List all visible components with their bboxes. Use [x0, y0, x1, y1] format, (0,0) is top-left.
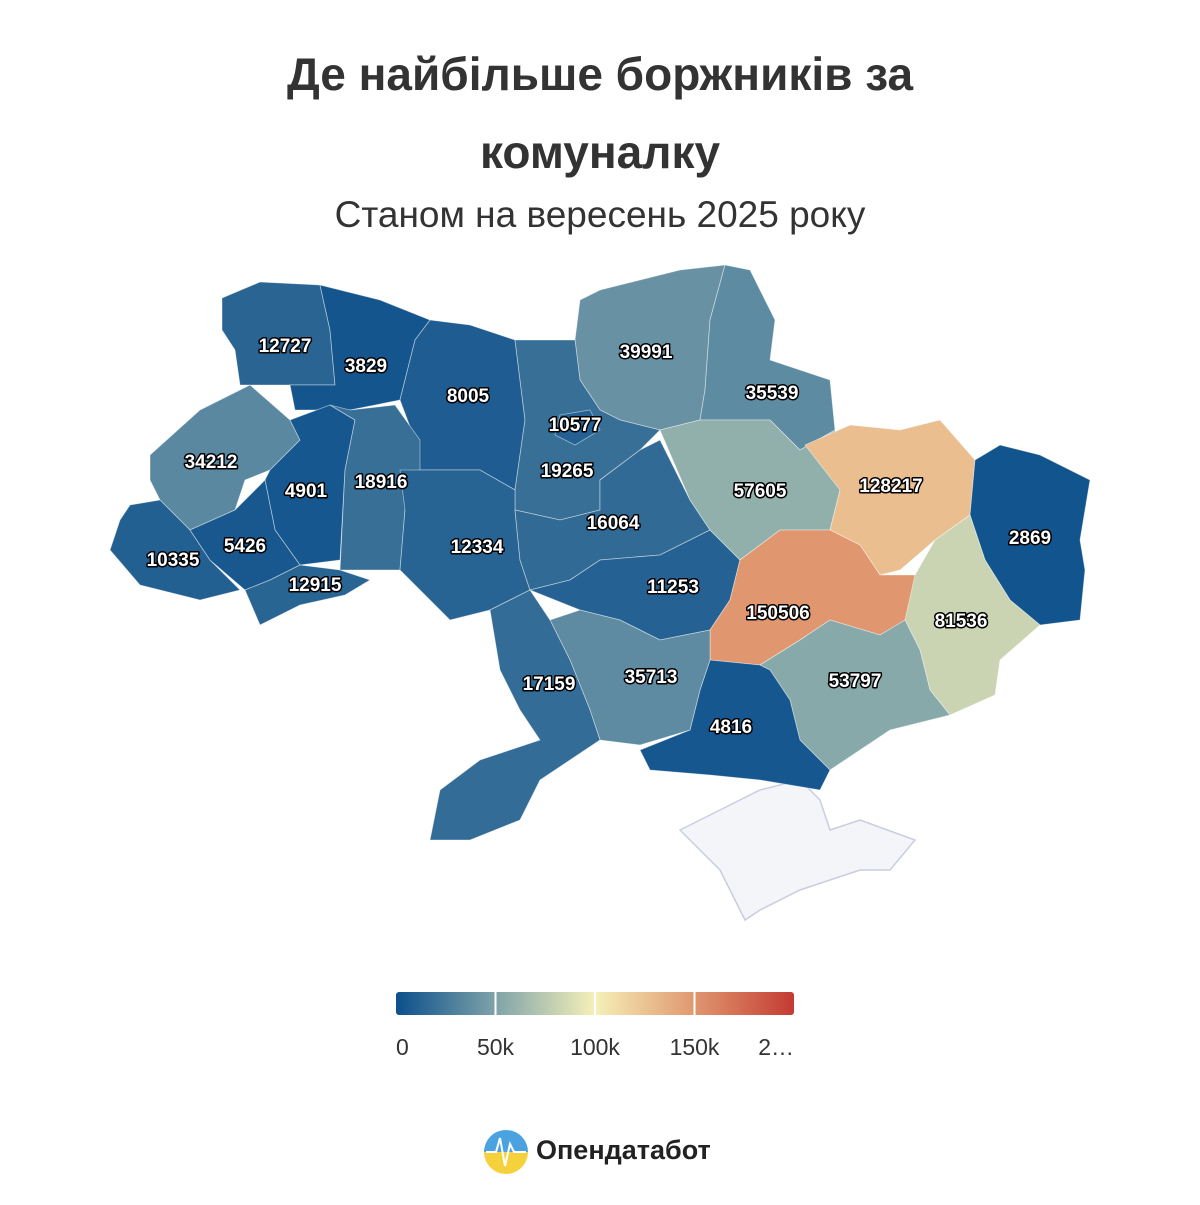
colorbar-tick-label: 0 — [396, 1034, 409, 1060]
region-value-label: 57605 — [734, 481, 787, 502]
region — [149, 384, 301, 531]
region-value-label: 18916 — [355, 472, 408, 493]
map — [109, 264, 1091, 922]
brand-name: Опендатабот — [536, 1135, 711, 1165]
region-value-label: 2869 — [1009, 528, 1051, 549]
colorbar-tick-label: 50k — [477, 1034, 515, 1060]
region-value-label: 128217 — [859, 476, 922, 497]
region-value-label: 11253 — [647, 577, 699, 598]
region — [554, 409, 601, 446]
region-value-label: 19265 — [541, 461, 594, 482]
region-value-label: 12334 — [451, 537, 504, 558]
labels: 12727 3829 8005 39991 35539 19265 10577 34212 49… — [145, 335, 1053, 740]
region-value-label: 53797 — [829, 671, 882, 692]
colorbar-tick-label: 2… — [758, 1034, 794, 1060]
region — [639, 659, 831, 791]
region-value-label: 34212 — [185, 452, 238, 473]
region — [244, 564, 371, 626]
region — [429, 589, 601, 841]
region-no-data — [678, 779, 917, 922]
colorbar-tick-label: 150k — [670, 1034, 720, 1060]
region-value-label: 12915 — [289, 575, 342, 596]
colorbar-tick-label: 100k — [570, 1034, 620, 1060]
region-value-label: 39991 — [620, 342, 673, 363]
region-value-label: 35539 — [746, 383, 799, 404]
region-value-label: 16064 — [587, 513, 640, 534]
region-value-label: 10577 — [549, 415, 602, 436]
region-value-label: 12727 — [259, 336, 312, 357]
region-value-label: 10335 — [147, 550, 200, 571]
region-value-label: 4816 — [710, 717, 752, 738]
region-value-label: 3829 — [345, 356, 387, 377]
region-value-label: 5426 — [224, 536, 266, 557]
chart-subtitle: Станом на вересень 2025 року — [335, 194, 866, 235]
region — [109, 499, 241, 601]
brand-logo-line — [486, 1137, 526, 1167]
region-value-label: 8005 — [447, 386, 490, 407]
region — [221, 281, 336, 386]
legend: 0 50k 100k 150k 2… — [396, 992, 794, 1060]
region-value-label: 81536 — [935, 611, 988, 632]
region-value-label: 17159 — [523, 674, 576, 695]
chart-title: Де найбільше боржників за комуналку — [287, 48, 914, 178]
brand-logo — [484, 1130, 528, 1174]
region-value-label: 150506 — [746, 603, 809, 624]
region-value-label: 4901 — [285, 481, 328, 502]
region-value-label: 35713 — [625, 667, 678, 688]
